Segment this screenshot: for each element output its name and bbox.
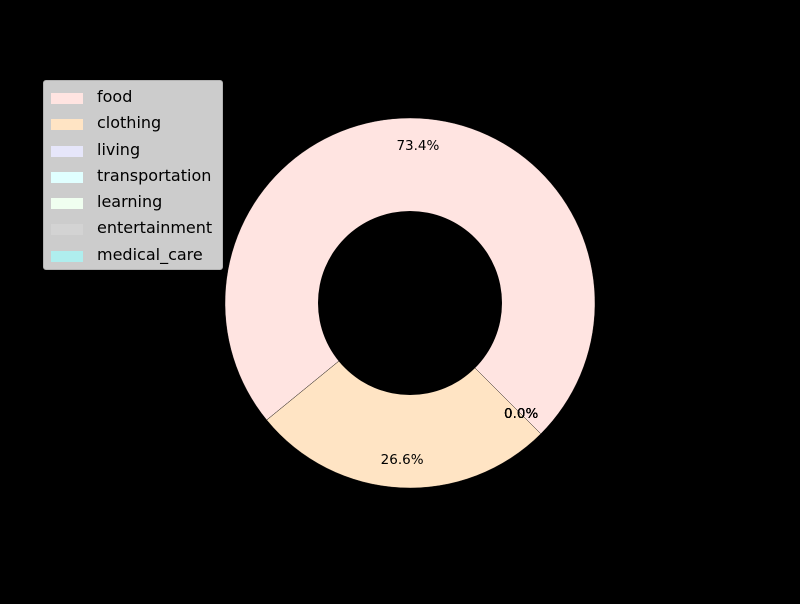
- legend-item-living: living: [44, 138, 222, 164]
- legend-swatch-food: [51, 93, 83, 104]
- legend-swatch-transportation: [51, 171, 83, 183]
- slice-label-entertainment: 0.0%: [504, 406, 538, 422]
- slice-label-living: 0.0%: [504, 406, 538, 422]
- legend-label-living: living: [97, 139, 141, 159]
- pie-slice-clothing: [266, 302, 542, 489]
- legend-label-entertainment: entertainment: [97, 218, 213, 238]
- legend-label-clothing: clothing: [97, 113, 162, 133]
- legend-item-transportation: transportation: [44, 164, 222, 190]
- legend-swatch-medical_care: [51, 250, 83, 262]
- slice-label-food: 73.4%: [396, 138, 439, 154]
- legend-swatch-learning: [51, 198, 83, 210]
- slice-label-clothing: 26.6%: [381, 452, 424, 468]
- slice-label-learning: 0.0%: [504, 406, 538, 422]
- slice-label-transportation: 0.0%: [504, 406, 538, 422]
- donut-hole: [318, 211, 502, 395]
- legend-label-transportation: transportation: [97, 165, 212, 185]
- slice-labels: 73.4%26.6%0.0%0.0%0.0%0.0%0.0%: [381, 138, 539, 468]
- slice-label-medical_care: 0.0%: [504, 406, 538, 422]
- legend-item-medical_care: medical_care: [44, 243, 222, 269]
- legend-label-medical_care: medical_care: [97, 244, 203, 264]
- legend: food clothing living transportation learning…: [43, 80, 223, 270]
- legend-swatch-living: [51, 145, 83, 157]
- legend-swatch-clothing: [51, 119, 83, 131]
- legend-item-learning: learning: [44, 190, 222, 216]
- legend-label-learning: learning: [97, 192, 163, 212]
- legend-item-entertainment: entertainment: [44, 216, 222, 242]
- legend-swatch-entertainment: [51, 224, 83, 236]
- legend-item-clothing: clothing: [44, 111, 222, 137]
- legend-item-food: food: [44, 85, 222, 111]
- legend-label-food: food: [97, 87, 133, 106]
